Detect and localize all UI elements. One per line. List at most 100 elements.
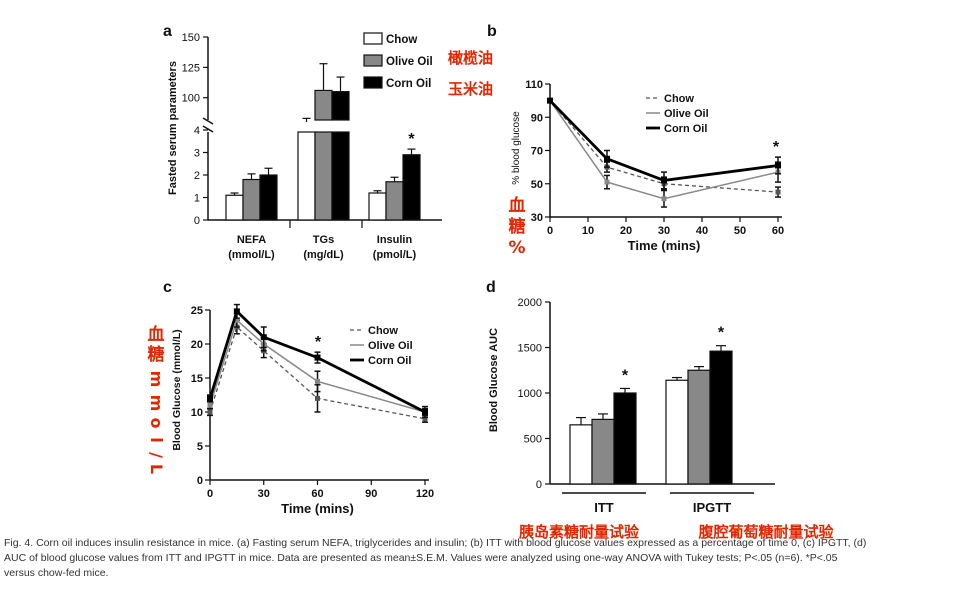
panel-c-side-annotation: o [147, 418, 166, 429]
panel-b-data-point [775, 189, 781, 195]
panel-d-letter: d [486, 279, 496, 296]
panel-a-group-unit: (mmol/L) [228, 249, 275, 261]
panel-a-group-unit: (mg/dL) [303, 249, 344, 261]
panel-a-y-tick-label: 4 [194, 125, 200, 137]
panel-b-series-line [549, 100, 779, 200]
panel-c-data-point [260, 334, 267, 341]
panel-a-y-label: Fasted serum parameters [167, 61, 179, 195]
panel-b-data-point [604, 179, 610, 185]
panel-a-legend-label: Olive Oil [386, 56, 433, 68]
panel-a-bar [314, 89, 333, 121]
panel-d-significance-star: * [718, 325, 725, 342]
panel-c-x-tick-label: 120 [416, 488, 434, 500]
panel-c-side-annotation: l [147, 437, 166, 442]
panel-b-y-tick-label: 110 [525, 79, 543, 91]
panel-a-bar [331, 131, 350, 221]
panel-d-bar [709, 350, 733, 485]
panel-b-legend-label: Corn Oil [664, 123, 707, 135]
panel-c-data-point [422, 409, 428, 415]
panel-c-data-point [207, 409, 213, 415]
panel-b-y-tick-label: 50 [531, 179, 543, 191]
panel-a-annotation-corn: 玉米油 [448, 80, 493, 98]
panel-a-annotation-olive: 橄榄油 [448, 49, 493, 67]
panel-d-bar [591, 418, 615, 485]
panel-c-letter: c [163, 279, 172, 296]
panel-b-x-tick-label: 10 [582, 225, 594, 237]
panel-b-data-point [775, 162, 781, 169]
panel-b-series-line [549, 100, 779, 193]
panel-b-x-tick-label: 20 [620, 225, 632, 237]
panel-b-x-tick-label: 60 [772, 225, 784, 237]
panel-c-side-annotation: m [147, 395, 166, 412]
panel-a-group-label: TGs [313, 234, 334, 246]
panel-a-bar [242, 178, 261, 221]
panel-c-side-annotation: / [147, 452, 166, 458]
panel-b-side-annotation: 糖 [509, 216, 526, 237]
panel-d-group-label: ITT [594, 500, 614, 515]
caption-line-2: AUC of blood glucose values from ITT and… [4, 552, 838, 564]
panel-c-data-point [234, 317, 240, 323]
panel-c-y-tick-label: 10 [191, 407, 203, 419]
panel-d-y-label: Blood Glucose AUC [488, 328, 500, 432]
panel-a-axis-break-2 [202, 125, 214, 133]
panel-c-y-tick-label: 0 [197, 475, 203, 487]
panel-c-x-label: Time (mins) [281, 501, 354, 516]
panel-c-series-line [209, 325, 426, 420]
panel-c-y-tick-label: 20 [191, 339, 203, 351]
panel-c-side-annotation: m [147, 371, 166, 388]
panel-d-group-label: IPGTT [693, 500, 731, 515]
panel-d-annotation-itt: 胰岛素糖耐量试验 [519, 523, 640, 541]
panel-a-bar [314, 131, 333, 221]
panel-a-group-label: Insulin [377, 234, 413, 246]
panel-a-y-tick-label: 1 [194, 193, 200, 205]
panel-c-legend-label: Chow [368, 325, 398, 337]
panel-a-significance-star: * [408, 131, 415, 148]
panel-c-significance-star: * [315, 334, 322, 351]
panel-a-letter: a [163, 23, 172, 40]
panel-d-bar [569, 424, 593, 485]
panel-a-legend-swatch [363, 76, 383, 89]
panel-c-legend-label: Corn Oil [368, 355, 411, 367]
panel-b-significance-star: * [773, 139, 780, 156]
panel-b-legend-label: Olive Oil [664, 108, 709, 120]
panel-b-y-tick-label: 30 [531, 212, 543, 224]
panel-c-x-tick-label: 60 [311, 488, 323, 500]
panel-c-data-point [315, 378, 320, 384]
panel-b-x-label: Time (mins) [628, 238, 701, 253]
panel-a-y-tick-label: 2 [194, 170, 200, 182]
caption-line-1: Fig. 4. Corn oil induces insulin resista… [4, 537, 867, 549]
panel-a-y-tick-label: 3 [194, 148, 200, 160]
panel-c-data-point [422, 416, 428, 422]
panel-c-side-annotation: L [147, 464, 166, 474]
panel-b-side-annotation: 血 [509, 195, 526, 216]
panel-a-bar [402, 154, 421, 221]
panel-c-data-point [207, 395, 213, 402]
panel-c-y-tick-label: 5 [197, 441, 203, 453]
panel-d-y-tick-label: 1500 [518, 343, 542, 355]
caption-line-3: versus chow-fed mice. [4, 567, 109, 579]
panel-c-x-tick-label: 0 [207, 488, 213, 500]
panel-b-legend-label: Chow [664, 93, 694, 105]
panel-a-legend-label: Corn Oil [386, 78, 431, 90]
panel-b-letter: b [487, 23, 497, 40]
figure-caption: Fig. 4. Corn oil induces insulin resista… [4, 536, 950, 581]
panel-b-side-annotation: % [508, 238, 525, 258]
panel-b-data-point [604, 155, 610, 162]
panel-b-x-tick-label: 50 [734, 225, 746, 237]
panel-a-bar [331, 91, 350, 121]
panel-b-data-point [547, 97, 553, 104]
panel-a-group-label: NEFA [237, 234, 266, 246]
panel-c-y-tick-label: 25 [191, 305, 203, 317]
panel-c-y-tick-label: 15 [191, 373, 203, 385]
panel-d-bar [613, 392, 637, 485]
panel-a-y-tick-label: 0 [194, 215, 200, 227]
panel-b-data-point [661, 177, 667, 184]
panel-d-y-tick-label: 2000 [518, 297, 542, 309]
panel-d-y-tick-label: 500 [524, 434, 542, 446]
panel-b-y-tick-label: 70 [531, 146, 543, 158]
panel-d-significance-star: * [622, 367, 629, 384]
panel-c-data-point [315, 395, 320, 401]
panel-a-bar [385, 181, 404, 221]
panel-b-y-tick-label: 90 [531, 112, 543, 124]
